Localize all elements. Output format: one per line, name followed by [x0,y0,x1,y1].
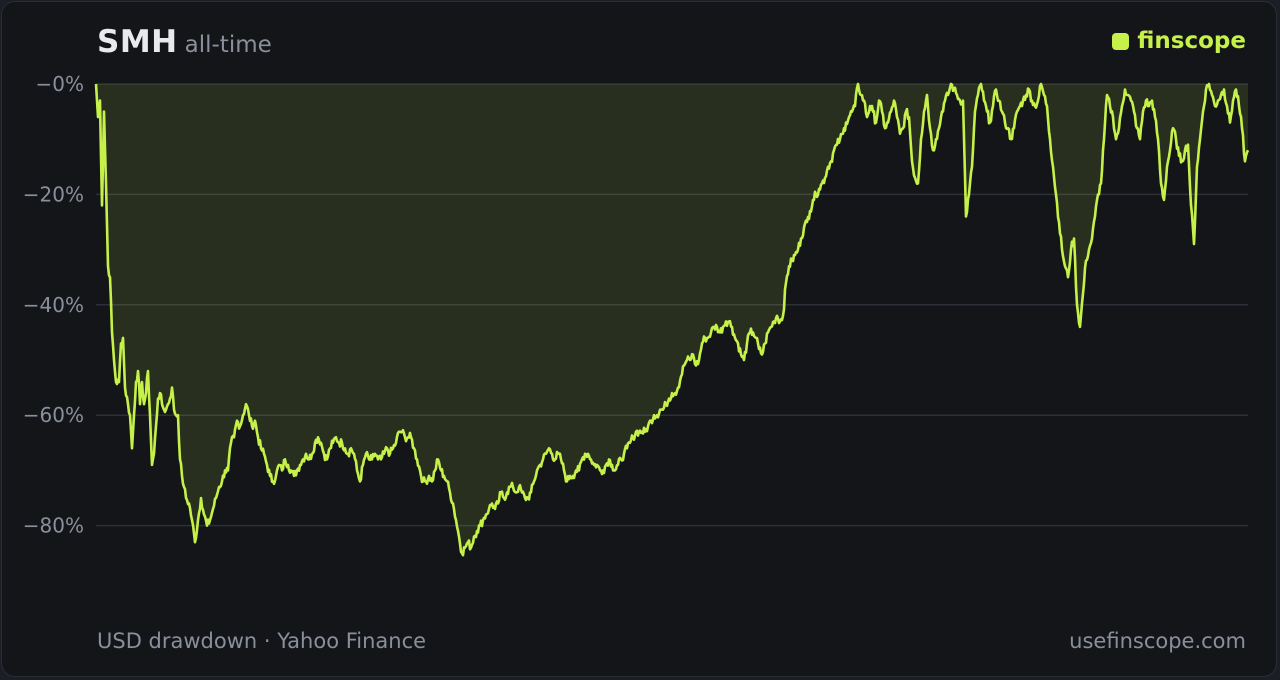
drawdown-area [96,84,1248,556]
y-tick-label: −20% [23,182,84,206]
data-source-caption: USD drawdown · Yahoo Finance [97,629,427,653]
y-tick-label: −80% [23,514,84,538]
y-tick-label: −60% [23,403,84,427]
chart-title: SMH all-time [97,24,272,60]
time-range: all-time [184,32,272,58]
site-link[interactable]: usefinscope.com [1069,629,1246,653]
y-axis-ticks: −0% −20% −40% −60% −80% [23,72,84,538]
brand-logo[interactable]: finscope [1112,28,1246,54]
drawdown-line [94,82,1250,557]
brand-square-icon [1112,32,1130,50]
brand-name: finscope [1137,28,1246,54]
y-tick-label: −40% [23,293,84,317]
ticker-symbol: SMH [97,24,178,60]
y-tick-label: −0% [36,72,85,96]
